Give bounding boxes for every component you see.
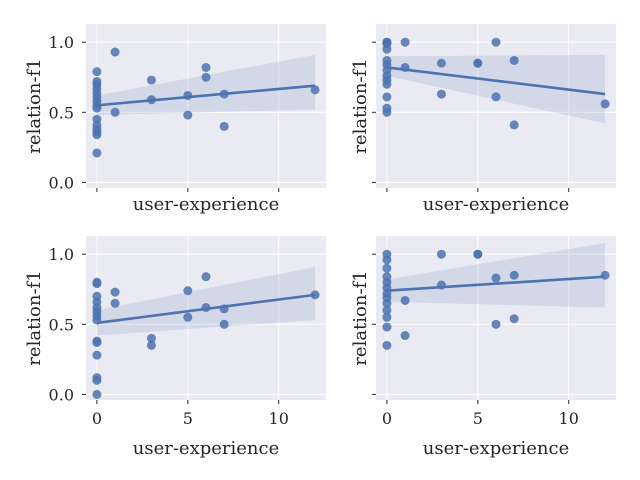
panel-4: 0 5 10 user-experience relation-f1 xyxy=(350,236,616,459)
data-point xyxy=(183,110,193,120)
data-point xyxy=(491,37,501,47)
data-point xyxy=(219,121,229,131)
x-axis-label: user-experience xyxy=(133,194,280,215)
data-point xyxy=(310,85,320,95)
regression-line xyxy=(96,293,316,325)
data-point xyxy=(219,319,229,329)
data-point xyxy=(382,92,392,102)
regression-line xyxy=(96,84,316,107)
data-point xyxy=(491,319,501,329)
y-tick-label: 1.0 xyxy=(49,245,74,264)
data-point xyxy=(509,120,519,130)
data-point xyxy=(146,75,156,85)
regression-line xyxy=(386,66,606,96)
data-point xyxy=(110,298,120,308)
x-tick-label: 0 xyxy=(382,409,392,428)
y-axis-label: relation-f1 xyxy=(24,58,45,153)
confidence-band xyxy=(96,266,316,336)
x-tick-label: 0 xyxy=(92,409,102,428)
data-point xyxy=(146,340,156,350)
data-point xyxy=(183,286,193,296)
data-point xyxy=(491,92,501,102)
x-tick-label: 5 xyxy=(473,409,483,428)
panel-2: user-experience relation-f1 xyxy=(350,24,616,215)
regression-line xyxy=(386,275,606,292)
data-point xyxy=(509,270,519,280)
data-point xyxy=(110,47,120,57)
data-point xyxy=(382,322,392,332)
y-tick-label: 0.5 xyxy=(49,103,74,122)
data-point xyxy=(491,273,501,283)
data-point xyxy=(92,373,102,383)
data-point xyxy=(183,312,193,322)
data-point xyxy=(201,72,211,82)
data-point xyxy=(92,67,102,77)
data-point xyxy=(110,107,120,117)
x-axis-label: user-experience xyxy=(423,438,570,459)
data-point xyxy=(382,305,392,315)
data-point xyxy=(509,55,519,65)
data-point xyxy=(382,103,392,113)
plot-area xyxy=(86,24,326,188)
data-point xyxy=(110,287,120,297)
y-axis-label: relation-f1 xyxy=(24,270,45,365)
x-axis-label: user-experience xyxy=(423,194,570,215)
data-point xyxy=(600,99,610,109)
data-point xyxy=(600,270,610,280)
data-point xyxy=(146,333,156,343)
data-point xyxy=(92,114,102,124)
data-point xyxy=(382,249,392,259)
data-point xyxy=(92,76,102,86)
data-point xyxy=(382,272,392,282)
data-point xyxy=(201,62,211,72)
data-point xyxy=(436,58,446,68)
panel-3: 0.0 0.5 1.0 0 5 10 user-experience relation-f1 xyxy=(24,236,326,459)
x-axis-label: user-experience xyxy=(133,438,280,459)
data-point xyxy=(92,350,102,360)
data-point xyxy=(400,37,410,47)
data-point xyxy=(92,336,102,346)
data-point xyxy=(382,55,392,65)
y-tick-label: 0.0 xyxy=(49,173,74,192)
data-point xyxy=(382,37,392,47)
plot-area xyxy=(376,236,616,400)
y-axis-label: relation-f1 xyxy=(350,270,371,365)
data-point xyxy=(473,249,483,259)
data-point xyxy=(400,331,410,341)
plot-area xyxy=(376,24,616,188)
x-tick-label: 10 xyxy=(559,409,579,428)
data-point xyxy=(436,249,446,259)
data-point xyxy=(382,340,392,350)
data-point xyxy=(92,148,102,158)
data-point xyxy=(400,295,410,305)
x-tick-label: 10 xyxy=(269,409,289,428)
data-point xyxy=(436,89,446,99)
y-tick-label: 0.0 xyxy=(49,385,74,404)
y-axis-label: relation-f1 xyxy=(350,58,371,153)
confidence-band xyxy=(386,54,606,124)
y-tick-label: 0.5 xyxy=(49,315,74,334)
data-point xyxy=(92,291,102,301)
data-point xyxy=(382,263,392,273)
x-tick-label: 5 xyxy=(183,409,193,428)
y-tick-label: 1.0 xyxy=(49,33,74,52)
data-point xyxy=(92,389,102,399)
data-point xyxy=(473,58,483,68)
data-point xyxy=(201,272,211,282)
data-point xyxy=(382,312,392,322)
panel-1: 0.0 0.5 1.0 user-experience relation-f1 xyxy=(24,24,326,215)
data-point xyxy=(92,277,102,287)
data-point xyxy=(509,314,519,324)
